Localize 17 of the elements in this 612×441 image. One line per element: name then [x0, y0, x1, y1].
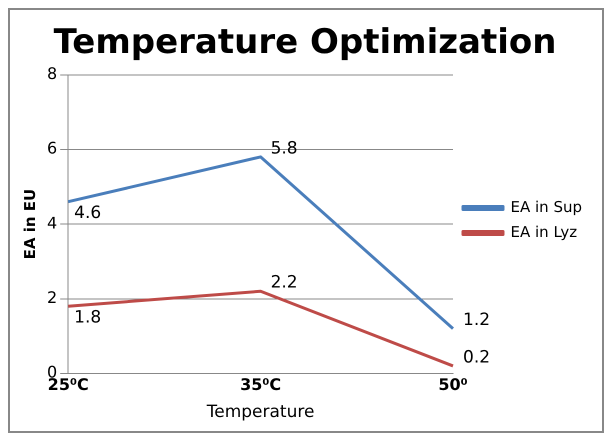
y-tick-label: 2 — [46, 288, 58, 307]
data-label: 1.8 — [74, 308, 102, 328]
data-label: 5.8 — [270, 138, 298, 158]
chart-title: Temperature Optimization — [54, 22, 556, 62]
data-label: 2.2 — [270, 272, 298, 293]
y-axis-title: EA in EU — [20, 188, 39, 260]
data-label: 0.2 — [463, 347, 490, 368]
legend-label: EA in Sup — [510, 198, 582, 216]
x-axis-title: Temperature — [206, 402, 314, 422]
legend-label: EA in Lyz — [510, 222, 578, 241]
y-tick-label: 8 — [46, 64, 58, 83]
x-tick-label: 50⁰ — [438, 375, 468, 394]
y-tick-label: 6 — [46, 138, 58, 158]
y-tick-label: 4 — [46, 213, 58, 232]
x-tick-label: 35⁰C — [240, 375, 282, 394]
data-label: 4.6 — [74, 203, 102, 224]
data-label: 1.2 — [463, 310, 490, 330]
